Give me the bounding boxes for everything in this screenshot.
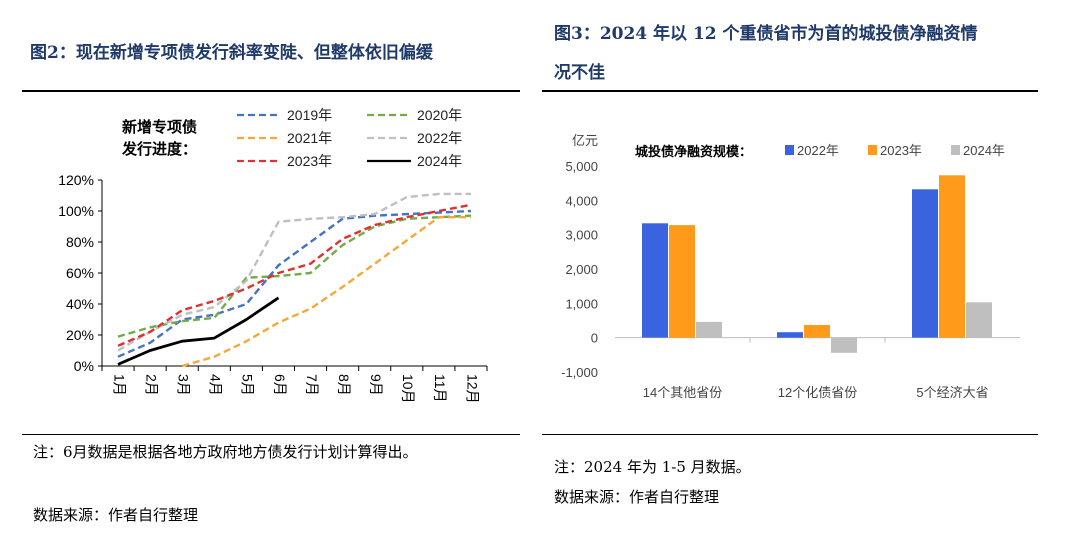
y-tick-label: 120% bbox=[58, 172, 94, 188]
right-figure-title-line1: 图3：2024 年以 12 个重债省市为首的城投债净融资情 bbox=[554, 17, 978, 51]
left-figure-title: 图2：现在新增专项债发行斜率变陡、但整体依旧偏缓 bbox=[30, 36, 433, 70]
legend-swatch bbox=[868, 145, 877, 155]
y-tick-label: 20% bbox=[66, 327, 94, 343]
left-note: 注：6月数据是根据各地方政府地方债发行计划计算得出。 bbox=[33, 439, 513, 465]
y-tick-label: 100% bbox=[58, 203, 94, 219]
legend-label: 2021年 bbox=[287, 130, 332, 146]
y-tick-label: 4,000 bbox=[565, 193, 598, 208]
bar-chart-legend: 2022年 2023年 2024年 bbox=[785, 143, 1005, 158]
bar-2024年 bbox=[831, 338, 857, 353]
right-title-rule bbox=[542, 90, 1038, 92]
y-tick-label: 40% bbox=[66, 296, 94, 312]
y-tick-label: 0% bbox=[74, 358, 94, 374]
x-tick-label: 11月 bbox=[432, 374, 448, 403]
bar-2022年 bbox=[912, 189, 938, 337]
bar-chart-bars bbox=[642, 175, 992, 352]
y-tick-label: 5,000 bbox=[565, 159, 598, 174]
x-tick-label: 3月 bbox=[176, 374, 192, 396]
series-line-2019年 bbox=[118, 211, 471, 357]
x-tick-label: 5月 bbox=[240, 374, 256, 396]
y-tick-label: 80% bbox=[66, 234, 94, 250]
legend-title-line: 发行进度： bbox=[121, 140, 197, 158]
right-source: 数据来源：作者自行整理 bbox=[554, 484, 719, 510]
bar-2022年 bbox=[777, 332, 803, 338]
left-title-rule bbox=[22, 90, 520, 92]
bar-2024年 bbox=[696, 322, 722, 338]
legend-label: 2019年 bbox=[287, 107, 332, 123]
x-tick-label: 14个其他省份 bbox=[643, 385, 722, 400]
series-line-2024年 bbox=[118, 298, 279, 365]
series-line-2023年 bbox=[118, 205, 471, 346]
bar-2023年 bbox=[939, 175, 965, 337]
x-tick-label: 12个化债省份 bbox=[778, 385, 857, 400]
x-tick-label: 2月 bbox=[143, 374, 159, 396]
y-axis-unit: 亿元 bbox=[572, 133, 598, 148]
legend-label: 2024年 bbox=[417, 153, 462, 169]
x-tick-label: 10月 bbox=[400, 374, 416, 404]
legend-swatch bbox=[951, 145, 960, 155]
line-chart-axes: 0% 20% 40% 60% 80% 100% 120% 1月 2月 3月 4月 5月 6月 7月 8月 9月… bbox=[58, 172, 487, 404]
left-note-rule bbox=[22, 434, 520, 435]
x-tick-label: 6月 bbox=[272, 374, 288, 396]
legend-label: 2020年 bbox=[417, 107, 462, 123]
legend-label: 2024年 bbox=[963, 143, 1005, 158]
legend-swatch bbox=[785, 145, 794, 155]
line-chart-series bbox=[118, 194, 471, 366]
y-tick-label: 1,000 bbox=[565, 296, 598, 311]
legend-title: 城投债净融资规模： bbox=[635, 144, 752, 159]
bar-chart: 亿元 城投债净融资规模： 2022年 2023年 2024年 -1,000 0 1,00… bbox=[540, 95, 1060, 425]
bar-2023年 bbox=[669, 225, 695, 338]
x-tick-label: 7月 bbox=[304, 374, 320, 396]
legend-label: 2022年 bbox=[417, 130, 462, 146]
x-tick-label: 8月 bbox=[336, 374, 352, 396]
x-tick-label: 12月 bbox=[464, 374, 480, 404]
x-tick-label: 1月 bbox=[111, 374, 127, 396]
legend-label: 2023年 bbox=[287, 153, 332, 169]
line-chart-legend: 2019年 2020年 2021年 2022年 2023年 2024年 bbox=[237, 107, 462, 169]
right-note: 注：2024 年为 1-5 月数据。 bbox=[554, 454, 751, 480]
series-line-2021年 bbox=[182, 217, 471, 366]
left-source: 数据来源：作者自行整理 bbox=[33, 502, 198, 528]
x-tick-label: 4月 bbox=[208, 374, 224, 396]
bar-2022年 bbox=[642, 223, 668, 337]
y-tick-label: -1,000 bbox=[561, 365, 598, 380]
y-tick-label: 3,000 bbox=[565, 228, 598, 243]
legend-title-line: 新增专项债 bbox=[122, 118, 197, 136]
legend-label: 2023年 bbox=[880, 143, 922, 158]
x-tick-label: 9月 bbox=[368, 374, 384, 396]
bar-2024年 bbox=[966, 302, 992, 337]
y-tick-label: 0 bbox=[591, 331, 598, 346]
right-figure-title-line2: 况不佳 bbox=[554, 56, 605, 90]
x-tick-label: 5个经济大省 bbox=[916, 385, 988, 400]
legend-label: 2022年 bbox=[797, 143, 839, 158]
y-tick-label: 60% bbox=[66, 265, 94, 281]
bar-2023年 bbox=[804, 325, 830, 338]
y-tick-label: 2,000 bbox=[565, 262, 598, 277]
right-note-rule bbox=[542, 434, 1038, 435]
